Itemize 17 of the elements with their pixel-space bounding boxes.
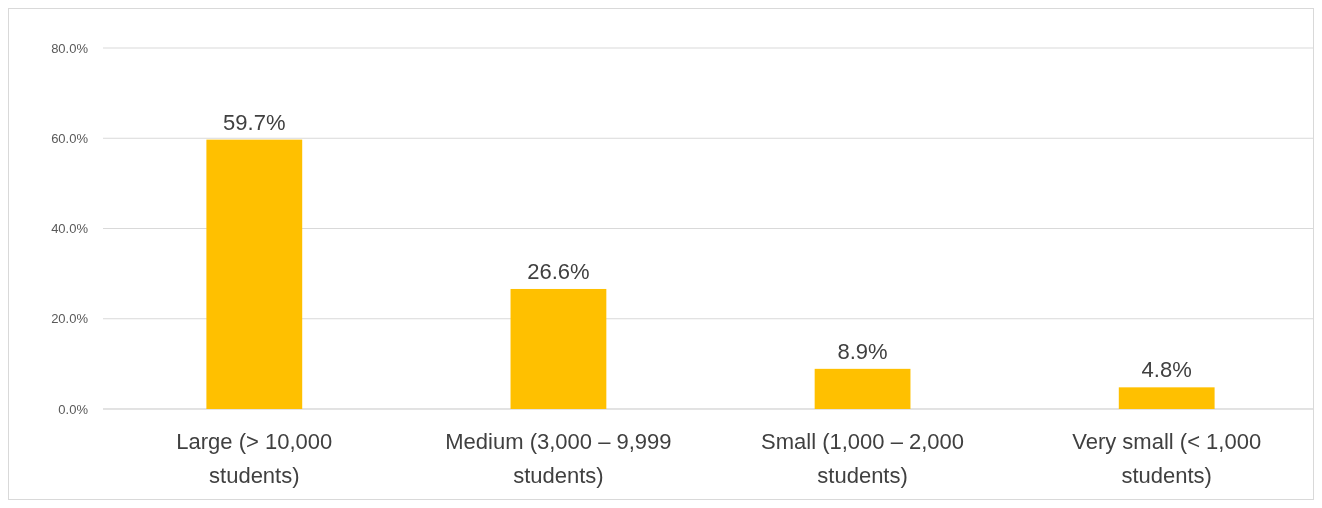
bar [814, 368, 911, 409]
x-tick-label: Very small (< 1,000 students) [1072, 429, 1262, 488]
y-tick-label: 40.0% [51, 221, 89, 237]
bar [206, 139, 303, 409]
y-tick-label: 60.0% [51, 130, 89, 146]
bar [510, 288, 607, 409]
y-tick-label: 20.0% [51, 311, 89, 327]
data-label: 26.6% [527, 258, 590, 284]
y-tick-label: 80.0% [51, 40, 89, 56]
x-tick-label: Medium (3,000 – 9,999 students) [445, 429, 672, 488]
data-label: 59.7% [223, 109, 286, 135]
bar [1118, 387, 1215, 409]
y-tick-label: 0.0% [58, 401, 89, 417]
x-tick-label: Large (> 10,000 students) [176, 429, 333, 488]
data-label: 4.8% [1141, 357, 1192, 383]
x-tick-label: Small (1,000 – 2,000 students) [761, 429, 965, 488]
data-label: 8.9% [837, 338, 888, 364]
